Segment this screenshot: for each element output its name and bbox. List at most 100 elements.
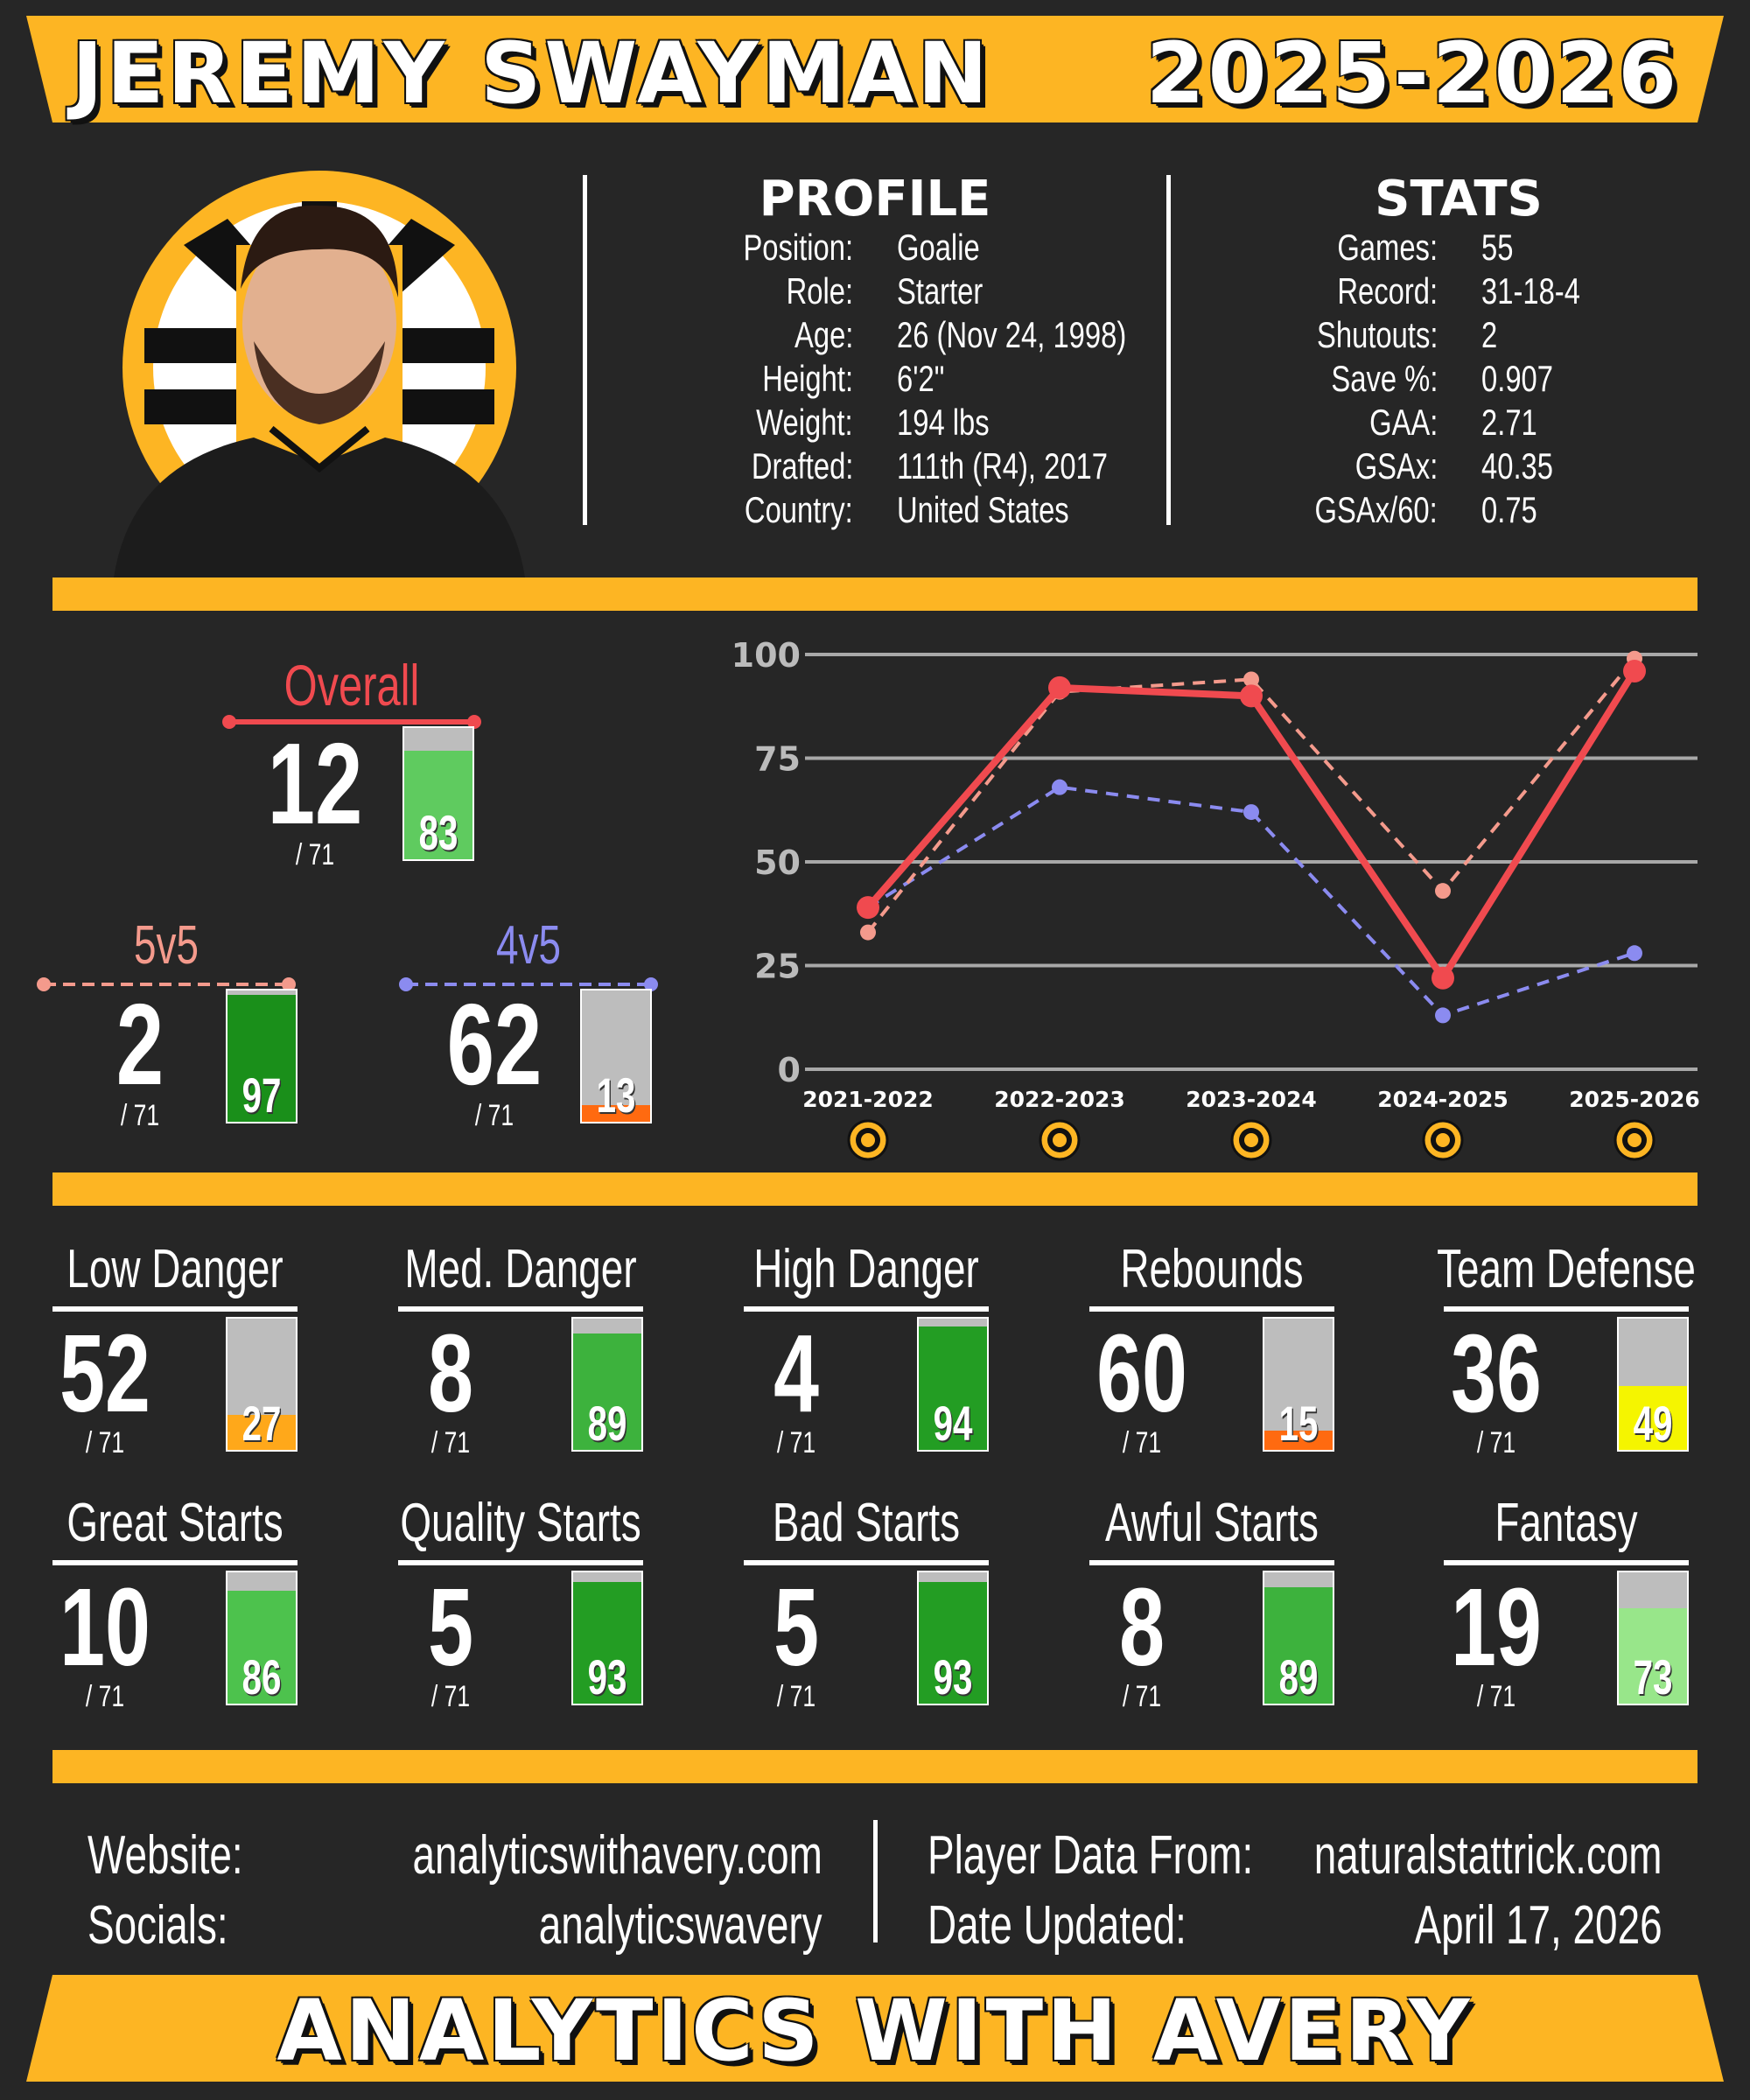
overall-percentile-bar: 83 (402, 726, 474, 861)
metric-percentile-bar-value: 93 (587, 1649, 627, 1704)
metric-title: Great Starts (66, 1493, 284, 1553)
metric-underline (744, 1560, 989, 1565)
divider (583, 175, 587, 525)
metric-percentile-bar: 93 (917, 1571, 989, 1705)
even-rank: 2 (116, 980, 164, 1109)
data-point-overall (1240, 684, 1263, 708)
overall-rank: 12 (267, 719, 363, 848)
separator-bar (52, 1172, 1698, 1206)
metric-title: High Danger (753, 1239, 979, 1299)
stats-label: GSAx: (1354, 445, 1438, 486)
metric-rank-total: / 71 (1476, 1680, 1516, 1713)
metric-title: Rebounds (1120, 1239, 1304, 1299)
metric-rank-total: / 71 (430, 1426, 471, 1460)
profile-label: Height: (762, 358, 853, 399)
metric-title: Bad Starts (772, 1493, 961, 1553)
stats-value: 2 (1481, 314, 1498, 355)
x-tick-label: 2023-2024 (1186, 1087, 1317, 1112)
stats-label: GSAx/60: (1314, 489, 1438, 530)
x-tick-label: 2022-2023 (994, 1087, 1125, 1112)
updated-date: April 17, 2026 (1414, 1895, 1662, 1956)
metric-underline (1089, 1560, 1334, 1565)
footer-banner (26, 1975, 1724, 2082)
metric-percentile-bar-fill (919, 1326, 987, 1450)
stats-label: Record: (1337, 270, 1438, 312)
metric-rank-total: / 71 (1476, 1426, 1516, 1460)
stats-value: 40.35 (1481, 445, 1553, 486)
metric-title: Quality Starts (400, 1493, 641, 1553)
even-percentile-bar-fill (228, 994, 296, 1122)
metric-percentile-bar: 15 (1263, 1317, 1334, 1452)
profile-value: 194 lbs (897, 402, 990, 443)
pk-rank-total: / 71 (474, 1099, 514, 1132)
divider (1166, 175, 1171, 525)
percentile-trend-chart: 0 25 50 75 100 2021-2022 2022-2023 2023-2024 202… (732, 636, 1700, 1161)
data-point-overall (1048, 676, 1071, 699)
metric-percentile-bar-value: 89 (587, 1396, 627, 1451)
profile-label: Country: (745, 489, 853, 530)
metric-percentile-bar-value: 94 (933, 1396, 973, 1451)
socials-label: Socials: (88, 1895, 228, 1956)
metric-percentile-bar: 73 (1617, 1571, 1689, 1705)
stats-value: 31-18-4 (1481, 270, 1580, 312)
series-line-overall (864, 668, 1638, 985)
data-point-4v5 (1243, 804, 1259, 821)
metric-percentile-bar: 94 (917, 1317, 989, 1452)
series-line-4v5 (866, 785, 1635, 1018)
metric-percentile-bar-value: 49 (1633, 1396, 1673, 1451)
profile-value: 6'2" (897, 358, 945, 399)
brand-title: ANALYTICS WITH AVERY (276, 1982, 1474, 2080)
team-logo-icon-center (1436, 1133, 1450, 1147)
metric-title: Med. Danger (404, 1239, 637, 1299)
metric-rank-total: / 71 (776, 1680, 816, 1713)
data-point-overall (1623, 659, 1646, 682)
metric-underline (398, 1306, 643, 1312)
website-link[interactable]: analyticswithavery.com (412, 1825, 822, 1886)
pk-title: 4v5 (496, 915, 561, 976)
stats-value: 55 (1481, 227, 1514, 268)
data-source-link[interactable]: naturalstattrick.com (1314, 1825, 1662, 1886)
metric-percentile-bar-value: 89 (1278, 1649, 1319, 1704)
player-portrait (96, 166, 525, 578)
stats-label: Games: (1337, 227, 1438, 268)
data-point-5v5 (1435, 883, 1451, 900)
metric-underline (52, 1306, 298, 1312)
metric-rank-total: / 71 (430, 1680, 471, 1713)
socials-link[interactable]: analyticswavery (539, 1895, 822, 1956)
overall-percentile-bar-value: 83 (418, 805, 458, 860)
updated-label: Date Updated: (928, 1895, 1186, 1956)
stats-heading: STATS (1375, 171, 1543, 228)
stats-label: Shutouts: (1316, 314, 1438, 355)
even-percentile-bar: 97 (226, 989, 298, 1124)
metric-title: Team Defense (1437, 1239, 1696, 1299)
series-line-5v5 (866, 657, 1636, 934)
even-percentile-bar-value: 97 (242, 1068, 282, 1123)
player-name: JEREMY SWAYMAN (72, 24, 991, 122)
metric-percentile-bar: 86 (226, 1571, 298, 1705)
metric-percentile-bar-value: 93 (933, 1649, 973, 1704)
website-label: Website: (88, 1825, 243, 1886)
metric-rank: 60 (1096, 1312, 1187, 1435)
metric-percentile-bar-value: 86 (242, 1649, 282, 1704)
metric-percentile-bar: 27 (226, 1317, 298, 1452)
team-logo-icon-center (861, 1133, 875, 1147)
header-banner (26, 16, 1724, 122)
profile-value: Goalie (897, 227, 980, 268)
metric-underline (1444, 1560, 1689, 1565)
metric-rank: 19 (1451, 1565, 1542, 1689)
footer-divider (873, 1820, 878, 1942)
data-point-4v5 (1435, 1007, 1451, 1024)
metric-rank-total: / 71 (1122, 1426, 1162, 1460)
separator-bar (52, 578, 1698, 611)
metric-underline (1089, 1306, 1334, 1312)
metric-percentile-bar-fill (1619, 1385, 1687, 1450)
overall-legend-line (222, 715, 481, 729)
metric-title: Awful Starts (1105, 1493, 1319, 1553)
profile-value: 26 (Nov 24, 1998) (897, 314, 1127, 355)
metric-percentile-bar-value: 15 (1278, 1396, 1319, 1451)
metric-rank: 4 (774, 1312, 819, 1435)
data-source-label: Player Data From: (928, 1825, 1254, 1886)
season-title: 2025-2026 (1145, 24, 1680, 122)
metric-percentile-bar: 89 (571, 1317, 643, 1452)
data-point-5v5 (1243, 671, 1259, 688)
